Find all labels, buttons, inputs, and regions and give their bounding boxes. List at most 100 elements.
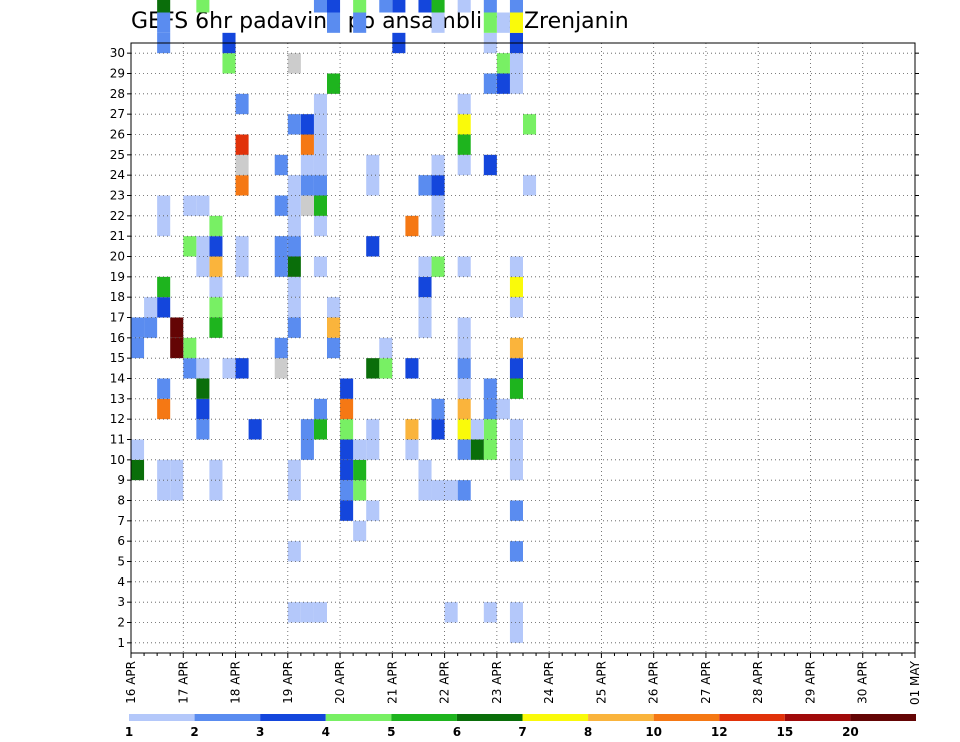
heatmap-cell (287, 317, 301, 338)
y-tick-label: 25 (110, 148, 125, 162)
heatmap-cell (457, 0, 471, 13)
legend-swatch (850, 714, 916, 721)
heatmap-cell (418, 256, 432, 277)
heatmap-cell (183, 195, 197, 216)
y-tick-label: 24 (110, 168, 125, 182)
heatmap-cell (235, 236, 249, 257)
y-tick-label: 29 (110, 67, 125, 81)
x-tick-label: 18 APR (229, 661, 243, 704)
heatmap-cell (196, 358, 210, 379)
y-tick-label: 6 (117, 534, 125, 548)
heatmap-cell (183, 337, 197, 359)
legend-swatch (456, 714, 523, 721)
x-tick-label: 24 APR (542, 661, 556, 704)
heatmap-cell (327, 297, 341, 318)
x-tick-label: 22 APR (438, 661, 452, 704)
heatmap-cell (209, 215, 223, 237)
y-tick-label: 9 (117, 473, 125, 487)
heatmap-cell (483, 419, 497, 440)
x-tick-label: 27 APR (699, 661, 713, 704)
legend-swatch (260, 714, 326, 721)
legend-level-label: 3 (256, 725, 264, 739)
heatmap-cell (457, 480, 471, 501)
heatmap-cell (483, 154, 497, 176)
heatmap-cell (509, 541, 523, 562)
heatmap-cell (274, 236, 288, 257)
y-axis-ticks: 1234567891011121314151617181920212223242… (110, 46, 919, 650)
heatmap-cell (379, 337, 393, 359)
heatmap-cell (235, 358, 249, 379)
heatmap-cell (418, 0, 432, 13)
heatmap-cell (157, 276, 171, 298)
x-tick-label: 23 APR (490, 661, 504, 704)
heatmap-cell (509, 459, 523, 481)
heatmap-cell (313, 93, 327, 115)
heatmap-cell (222, 358, 236, 379)
heatmap-cell (157, 0, 171, 13)
heatmap-cell (170, 459, 184, 481)
heatmap-cell (523, 175, 537, 196)
heatmap-cell (470, 439, 484, 460)
y-tick-label: 21 (110, 229, 125, 243)
y-tick-label: 2 (117, 616, 125, 630)
heatmap-cell (405, 358, 419, 379)
legend-swatch (129, 714, 195, 721)
heatmap-cell (287, 215, 301, 237)
heatmap-cell (313, 215, 327, 237)
heatmap-cell (157, 459, 171, 481)
heatmap-cell (457, 134, 471, 155)
heatmap-cell (353, 480, 367, 501)
heatmap-cell (287, 541, 301, 562)
heatmap-cell (366, 154, 380, 176)
y-tick-label: 23 (110, 189, 125, 203)
heatmap-cell (196, 236, 210, 257)
heatmap-cell (287, 236, 301, 257)
chart-title: GEFS 6hr padavine po ansamblima Zrenjani… (131, 9, 629, 34)
y-tick-label: 22 (110, 209, 125, 223)
y-tick-label: 26 (110, 128, 125, 142)
heatmap-cell (340, 398, 354, 420)
legend-level-label: 20 (842, 725, 859, 739)
heatmap-cell (405, 439, 419, 460)
heatmap-cell (313, 419, 327, 440)
heatmap-cell (248, 419, 262, 440)
legend-swatch (391, 714, 457, 721)
heatmap-cell (379, 358, 393, 379)
heatmap-cell (470, 419, 484, 440)
heatmap-cell (196, 195, 210, 216)
heatmap-cell (209, 256, 223, 277)
legend-level-label: 10 (645, 725, 662, 739)
heatmap-cell (366, 358, 380, 379)
heatmap-cell (340, 419, 354, 440)
y-tick-label: 17 (110, 311, 125, 325)
heatmap-cell (340, 500, 354, 521)
gridlines (131, 43, 915, 653)
heatmap-cell (157, 378, 171, 399)
heatmap-cell (366, 236, 380, 257)
heatmap-cell (196, 0, 210, 13)
heatmap-cell (209, 276, 223, 298)
heatmap-cell (444, 602, 458, 623)
heatmap-cell (313, 602, 327, 623)
heatmap-cell (405, 419, 419, 440)
x-axis-ticks: 16 APR 17 APR 18 APR 19 APR 20 APR 21 APR 22 A… (124, 653, 922, 705)
y-tick-label: 7 (117, 514, 125, 528)
heatmap-cell (457, 337, 471, 359)
heatmap-cell (483, 73, 497, 94)
heatmap-cell (287, 480, 301, 501)
heatmap-cell (483, 602, 497, 623)
heatmap-cell (457, 398, 471, 420)
heatmap-cell (509, 276, 523, 298)
heatmap-cell (287, 256, 301, 277)
heatmap-cell (196, 419, 210, 440)
heatmap-cell (196, 398, 210, 420)
x-tick-label: 21 APR (385, 661, 399, 704)
heatmap-cell (496, 73, 510, 94)
y-tick-label: 16 (110, 331, 125, 345)
heatmap-cell (196, 378, 210, 399)
legend-swatch (522, 714, 589, 721)
legend-swatch (325, 714, 392, 721)
heatmap-cell (300, 602, 314, 623)
heatmap-cell (431, 0, 445, 13)
